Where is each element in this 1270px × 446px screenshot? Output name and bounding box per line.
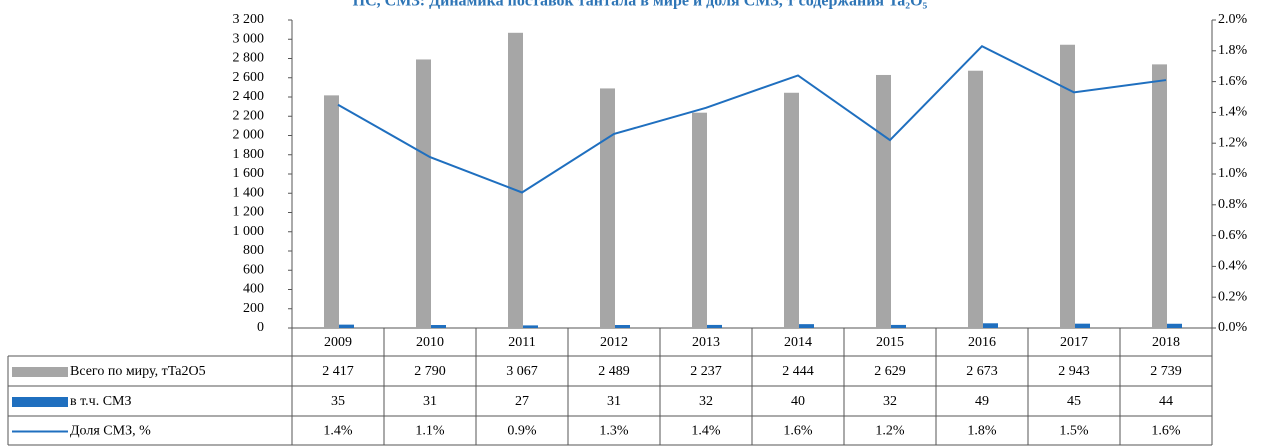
- x-tick-label: 2011: [508, 335, 535, 350]
- y-tick-label: 1 800: [233, 147, 265, 162]
- table-value: 44: [1159, 394, 1173, 409]
- table-value: 32: [883, 394, 897, 409]
- table-value: 1.3%: [599, 424, 629, 439]
- table-value: 1.4%: [691, 424, 721, 439]
- line-series: [337, 44, 1167, 194]
- y2-tick-label: 2.0%: [1218, 12, 1248, 27]
- x-tick-label: 2009: [324, 335, 352, 350]
- x-tick-label: 2016: [968, 335, 996, 350]
- table-value: 2 444: [782, 364, 814, 379]
- y-tick-label: 1 200: [233, 205, 265, 220]
- table-value: 1.6%: [1151, 424, 1181, 439]
- table-value: 31: [423, 394, 437, 409]
- y-tick-label: 1 600: [233, 166, 265, 181]
- y2-tick-label: 0.0%: [1218, 320, 1248, 335]
- table-value: 35: [331, 394, 345, 409]
- bar: [431, 325, 446, 328]
- table-value: 49: [975, 394, 989, 409]
- table-value: 0.9%: [507, 424, 537, 439]
- x-tick-label: 2014: [784, 335, 812, 350]
- table-value: 1.8%: [967, 424, 997, 439]
- y-tick-label: 3 000: [233, 31, 265, 46]
- x-tick-label: 2015: [876, 335, 904, 350]
- y-tick-label: 1 000: [233, 224, 265, 239]
- y-tick-label: 200: [243, 301, 264, 316]
- x-tick-label: 2012: [600, 335, 628, 350]
- legend-label: Всего по миру, тTa2O5: [70, 364, 206, 379]
- y2-tick-label: 1.4%: [1218, 105, 1248, 120]
- y-tick-label: 3 200: [233, 12, 265, 27]
- bar: [508, 32, 523, 329]
- y-tick-label: 400: [243, 282, 264, 297]
- table-value: 3 067: [506, 364, 538, 379]
- table-value: 2 237: [690, 364, 722, 379]
- y-tick-label: 600: [243, 262, 264, 277]
- x-tick-label: 2013: [692, 335, 720, 350]
- bar: [1060, 44, 1075, 329]
- y-tick-label: 2 200: [233, 108, 265, 123]
- bar: [1167, 323, 1182, 328]
- y2-tick-label: 0.8%: [1218, 197, 1248, 212]
- table-value: 1.1%: [415, 424, 445, 439]
- x-tick-label: 2018: [1152, 335, 1180, 350]
- bar: [324, 95, 339, 329]
- table-value: 2 673: [966, 364, 998, 379]
- y2-tick-label: 1.0%: [1218, 166, 1248, 181]
- table-value: 2 790: [414, 364, 446, 379]
- bar: [876, 74, 891, 329]
- table-value: 32: [699, 394, 713, 409]
- y-tick-label: 800: [243, 243, 264, 258]
- y2-tick-label: 1.8%: [1218, 43, 1248, 58]
- bar: [1075, 323, 1090, 328]
- x-tick-label: 2017: [1060, 335, 1088, 350]
- table-value: 27: [515, 394, 529, 409]
- bar: [416, 59, 431, 329]
- legend-key: [12, 397, 68, 407]
- table-value: 2 489: [598, 364, 630, 379]
- bar: [707, 324, 722, 328]
- y2-tick-label: 0.4%: [1218, 259, 1248, 274]
- table-value: 2 739: [1150, 364, 1182, 379]
- x-tick-label: 2010: [416, 335, 444, 350]
- legend-label: Доля СМЗ, %: [70, 424, 151, 439]
- table-value: 40: [791, 394, 805, 409]
- y-tick-label: 0: [257, 320, 264, 335]
- table-value: 2 629: [874, 364, 906, 379]
- y2-tick-label: 0.2%: [1218, 289, 1248, 304]
- table-value: 31: [607, 394, 621, 409]
- y-tick-label: 1 400: [233, 185, 265, 200]
- bar: [784, 92, 799, 328]
- table-value: 45: [1067, 394, 1081, 409]
- bar: [692, 112, 707, 328]
- bar: [1152, 64, 1167, 328]
- bar: [339, 324, 354, 328]
- y2-tick-label: 1.2%: [1218, 135, 1248, 150]
- y2-tick-label: 1.6%: [1218, 74, 1248, 89]
- bar: [523, 325, 538, 328]
- table-value: 1.6%: [783, 424, 813, 439]
- table-value: 1.4%: [323, 424, 353, 439]
- table-value: 2 943: [1058, 364, 1090, 379]
- y-tick-label: 2 000: [233, 128, 265, 143]
- bar: [968, 70, 983, 328]
- table-value: 1.5%: [1059, 424, 1089, 439]
- bar: [983, 323, 998, 328]
- y-tick-label: 2 400: [233, 89, 265, 104]
- legend-label: в т.ч. СМЗ: [70, 394, 132, 409]
- y2-tick-label: 0.6%: [1218, 228, 1248, 243]
- bar: [600, 88, 615, 328]
- y-tick-label: 2 600: [233, 70, 265, 85]
- chart-title: ПС, СМЗ: Динамика поставок тантала в мир…: [353, 0, 928, 10]
- bar: [615, 325, 630, 328]
- legend-key: [12, 367, 68, 377]
- bar: [891, 324, 906, 328]
- table-value: 1.2%: [875, 424, 905, 439]
- bar: [799, 324, 814, 328]
- y-tick-label: 2 800: [233, 51, 265, 66]
- table-value: 2 417: [322, 364, 354, 379]
